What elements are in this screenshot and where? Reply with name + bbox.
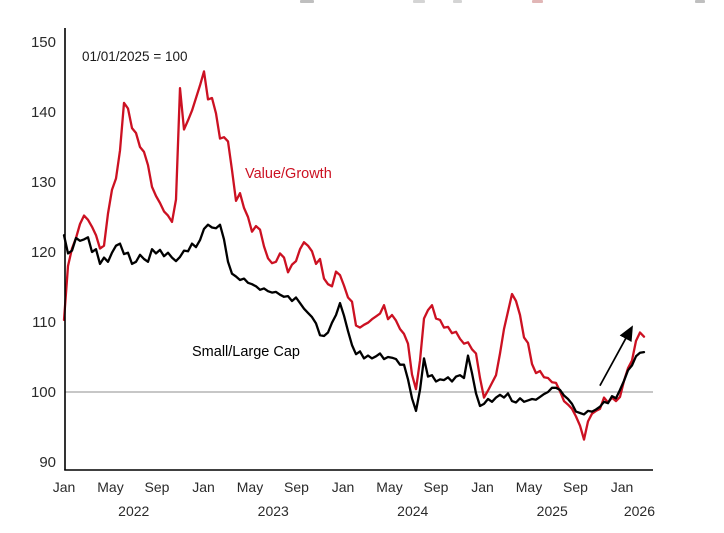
year-label: 2024: [397, 503, 428, 519]
x-tick-label: Sep: [145, 479, 170, 495]
cropped-title-fragment: [695, 0, 705, 3]
y-tick-label: 110: [32, 314, 56, 331]
x-tick-label: Jan: [53, 479, 76, 495]
cropped-title-fragment: [532, 0, 543, 3]
y-tick-label: 100: [31, 384, 56, 401]
x-tick-label: Jan: [611, 479, 634, 495]
y-tick-label: 120: [31, 244, 56, 261]
cropped-title-fragment: [300, 0, 314, 3]
y-tick-label: 130: [31, 174, 56, 191]
x-tick-label: Sep: [563, 479, 588, 495]
x-tick-label: Sep: [424, 479, 449, 495]
x-axis-labels: Jan May Sep Jan May Sep Jan May Sep Jan May Sep Jan: [53, 479, 634, 495]
x-tick-label: Sep: [284, 479, 309, 495]
cropped-title-fragment: [453, 0, 462, 3]
x-tick-label: Jan: [471, 479, 494, 495]
year-label: 2025: [537, 503, 568, 519]
cropped-title-fragment: [413, 0, 425, 3]
x-tick-label: May: [237, 479, 263, 495]
x-tick-label: Jan: [192, 479, 215, 495]
y-axis-labels: 90 100 110 120 130 140 150: [31, 34, 56, 471]
y-tick-label: 150: [31, 34, 56, 51]
year-label: 2023: [258, 503, 289, 519]
x-tick-label: May: [376, 479, 402, 495]
x-tick-label: May: [516, 479, 542, 495]
y-tick-label: 140: [31, 104, 56, 121]
series-label-value-growth: Value/Growth: [245, 166, 332, 182]
x-tick-label: May: [97, 479, 123, 495]
trend-arrow-line: [599, 325, 633, 387]
series-line-small-large-cap: [62, 223, 646, 416]
year-label: 2022: [118, 503, 149, 519]
y-tick-label: 90: [39, 454, 56, 471]
index-base-annotation: 01/01/2025 = 100: [82, 49, 187, 64]
series-line-value-growth: [62, 70, 646, 441]
year-label: 2026: [624, 503, 655, 519]
series-lines: [62, 70, 646, 441]
x-tick-label: Jan: [332, 479, 355, 495]
trend-arrow: [599, 325, 633, 387]
series-label-small-large-cap: Small/Large Cap: [192, 344, 300, 360]
x-axis-year-labels: 2022 2023 2024 2025 2026: [118, 503, 655, 519]
